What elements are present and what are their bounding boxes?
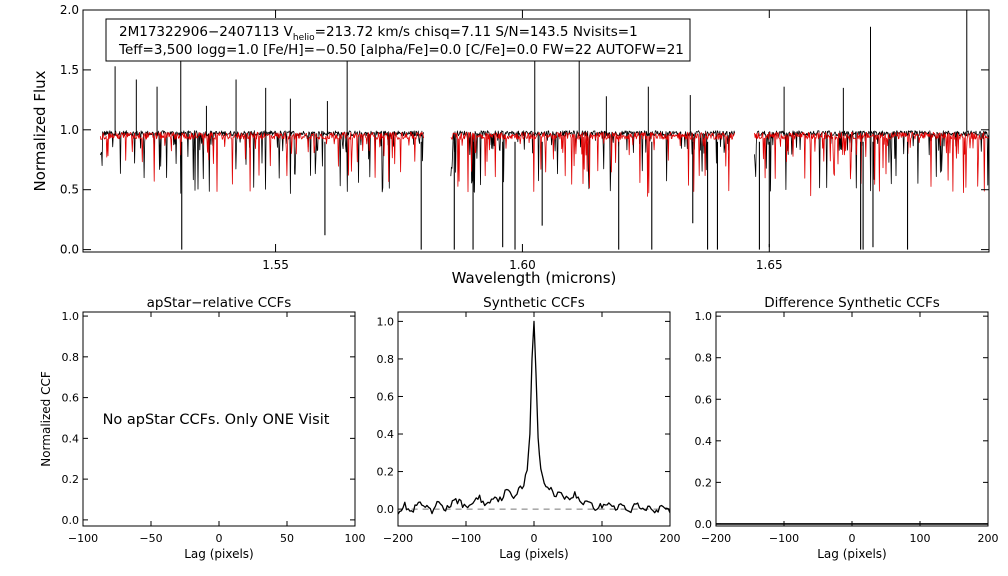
x-tick-label: 200 [978, 532, 999, 545]
apstar-title: apStar−relative CCFs [147, 295, 292, 311]
no-ccf-annotation: No apStar CCFs. Only ONE Visit [103, 412, 330, 428]
y-tick-label: 1.0 [377, 315, 395, 328]
apstar-y-ticks: 0.0 0.2 0.4 0.6 0.8 1.0 [62, 310, 355, 527]
x-tick-label: 0 [531, 532, 538, 545]
y-tick-label: 0.0 [60, 243, 79, 257]
x-tick-label: 100 [592, 532, 613, 545]
x-tick-label: 0 [216, 532, 223, 545]
difference-axes-frame [715, 311, 989, 527]
x-tick-label: −100 [68, 532, 98, 545]
y-tick-label: 0.8 [62, 351, 80, 364]
y-tick-label: 0.6 [62, 392, 80, 405]
x-tick-label: 50 [280, 532, 294, 545]
difference-ccf-panel: Difference Synthetic CCFs −200 −100 0 100 20… [695, 295, 999, 561]
y-tick-label: 1.0 [695, 310, 713, 323]
y-tick-label: 0.8 [377, 353, 395, 366]
spectrum-plot-area [99, 10, 989, 250]
x-tick-label: −100 [769, 532, 799, 545]
spectrum-y-axis-label: Normalized Flux [31, 70, 49, 191]
y-tick-label: 0.4 [377, 428, 395, 441]
synthetic-y-ticks: 0.0 0.2 0.4 0.6 0.8 1.0 [377, 315, 670, 516]
apstar-x-ticks: −100 −50 0 50 100 [68, 312, 366, 545]
synthetic-plot-area [398, 320, 670, 515]
y-tick-label: 0.6 [695, 393, 713, 406]
spectrum-panel: 1.55 1.60 1.65 0.0 0.5 1.0 1.5 2.0 Wavelength … [31, 3, 990, 287]
y-tick-label: 0.0 [695, 518, 713, 531]
synthetic-ccf-line [398, 320, 670, 515]
y-tick-label: 0.2 [695, 476, 713, 489]
info-helio-subscript: helio [293, 33, 315, 43]
y-tick-label: 1.5 [60, 63, 79, 77]
spectrum-axes-frame [82, 9, 990, 253]
x-tick-label: 1.55 [262, 258, 289, 272]
info-line-1: 2M17322906−2407113 Vhelio=213.72 km/s ch… [119, 24, 638, 43]
x-tick-label: 100 [910, 532, 931, 545]
x-tick-label: 1.60 [509, 258, 536, 272]
y-tick-label: 0.0 [377, 503, 395, 516]
y-tick-label: 0.8 [695, 352, 713, 365]
synthetic-x-ticks: −200 −100 0 100 200 [383, 312, 681, 545]
x-tick-label: −200 [383, 532, 413, 545]
y-tick-label: 0.5 [60, 183, 79, 197]
synthetic-axes-frame [397, 311, 671, 527]
apstar-ccf-panel: apStar−relative CCFs −100 −50 0 50 100 0.00.… [39, 295, 366, 561]
spectrum-y-ticks: 0.0 0.5 1.0 1.5 2.0 [60, 3, 989, 257]
x-tick-label: 1.65 [756, 258, 783, 272]
difference-x-axis-label: Lag (pixels) [817, 547, 887, 561]
info-line-2: Teff=3,500 logg=1.0 [Fe/H]=−0.50 [alpha/… [118, 42, 684, 58]
y-tick-label: 1.0 [60, 123, 79, 137]
y-tick-label: 1.0 [62, 310, 80, 323]
x-tick-label: −100 [451, 532, 481, 545]
apstar-x-axis-label: Lag (pixels) [184, 547, 254, 561]
info-star-velocity: 2M17322906−2407113 V [119, 24, 294, 40]
synthetic-x-axis-label: Lag (pixels) [499, 547, 569, 561]
x-tick-label: 0 [849, 532, 856, 545]
spectrum-x-axis-label: Wavelength (microns) [452, 269, 617, 287]
info-fit-stats: =213.72 km/s chisq=7.11 S/N=143.5 Nvisit… [315, 24, 638, 40]
info-box: 2M17322906−2407113 Vhelio=213.72 km/s ch… [105, 18, 691, 62]
synthetic-title: Synthetic CCFs [483, 295, 585, 311]
x-tick-label: 200 [660, 532, 681, 545]
y-tick-label: 0.4 [695, 435, 713, 448]
synthetic-ccf-panel: Synthetic CCFs −200 −100 0 100 200 0.0 0.2 0.4… [377, 295, 681, 561]
info-box-frame [105, 18, 691, 62]
y-tick-label: 0.2 [62, 473, 80, 486]
y-tick-label: 0.0 [62, 514, 80, 527]
model-spectrum-line [99, 131, 989, 197]
difference-x-ticks: −200 −100 0 100 200 [701, 312, 999, 545]
y-tick-label: 0.4 [62, 432, 80, 445]
y-tick-label: 2.0 [60, 3, 79, 17]
spectrum-x-ticks: 1.55 1.60 1.65 [262, 10, 783, 272]
apstar-y-axis-label: Normalized CCF [39, 371, 53, 467]
y-tick-label: 0.2 [377, 466, 395, 479]
x-tick-label: −50 [139, 532, 162, 545]
difference-title: Difference Synthetic CCFs [764, 295, 940, 311]
y-tick-label: 0.6 [377, 390, 395, 403]
x-tick-label: −200 [701, 532, 731, 545]
difference-y-ticks: 0.0 0.2 0.4 0.6 0.8 1.0 [695, 310, 988, 531]
x-tick-label: 100 [345, 532, 366, 545]
